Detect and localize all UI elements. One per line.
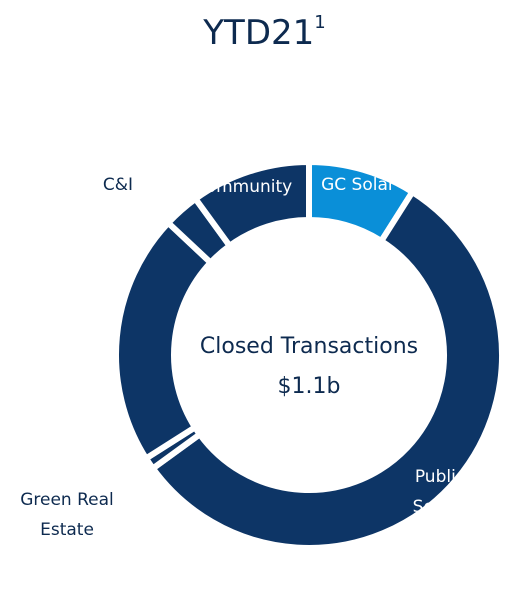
donut-segment: [191, 158, 312, 250]
segment-label: GC Solar: [321, 175, 395, 195]
title-text: YTD21: [203, 13, 315, 53]
segment-label: Resi: [80, 345, 116, 365]
segment-label: Public Sector: [412, 467, 468, 517]
segment-label: Community: [193, 177, 293, 197]
center-value: $1.1b: [277, 374, 341, 399]
donut-segment: [113, 218, 215, 463]
donut-segment: [148, 187, 505, 551]
chart-title: YTD211: [0, 12, 529, 53]
center-label: Closed Transactions: [199, 334, 419, 359]
segment-label: C&I: [102, 175, 134, 195]
footnote-marker: 1: [314, 12, 326, 33]
segment-label: Green Real Estate: [20, 490, 114, 540]
